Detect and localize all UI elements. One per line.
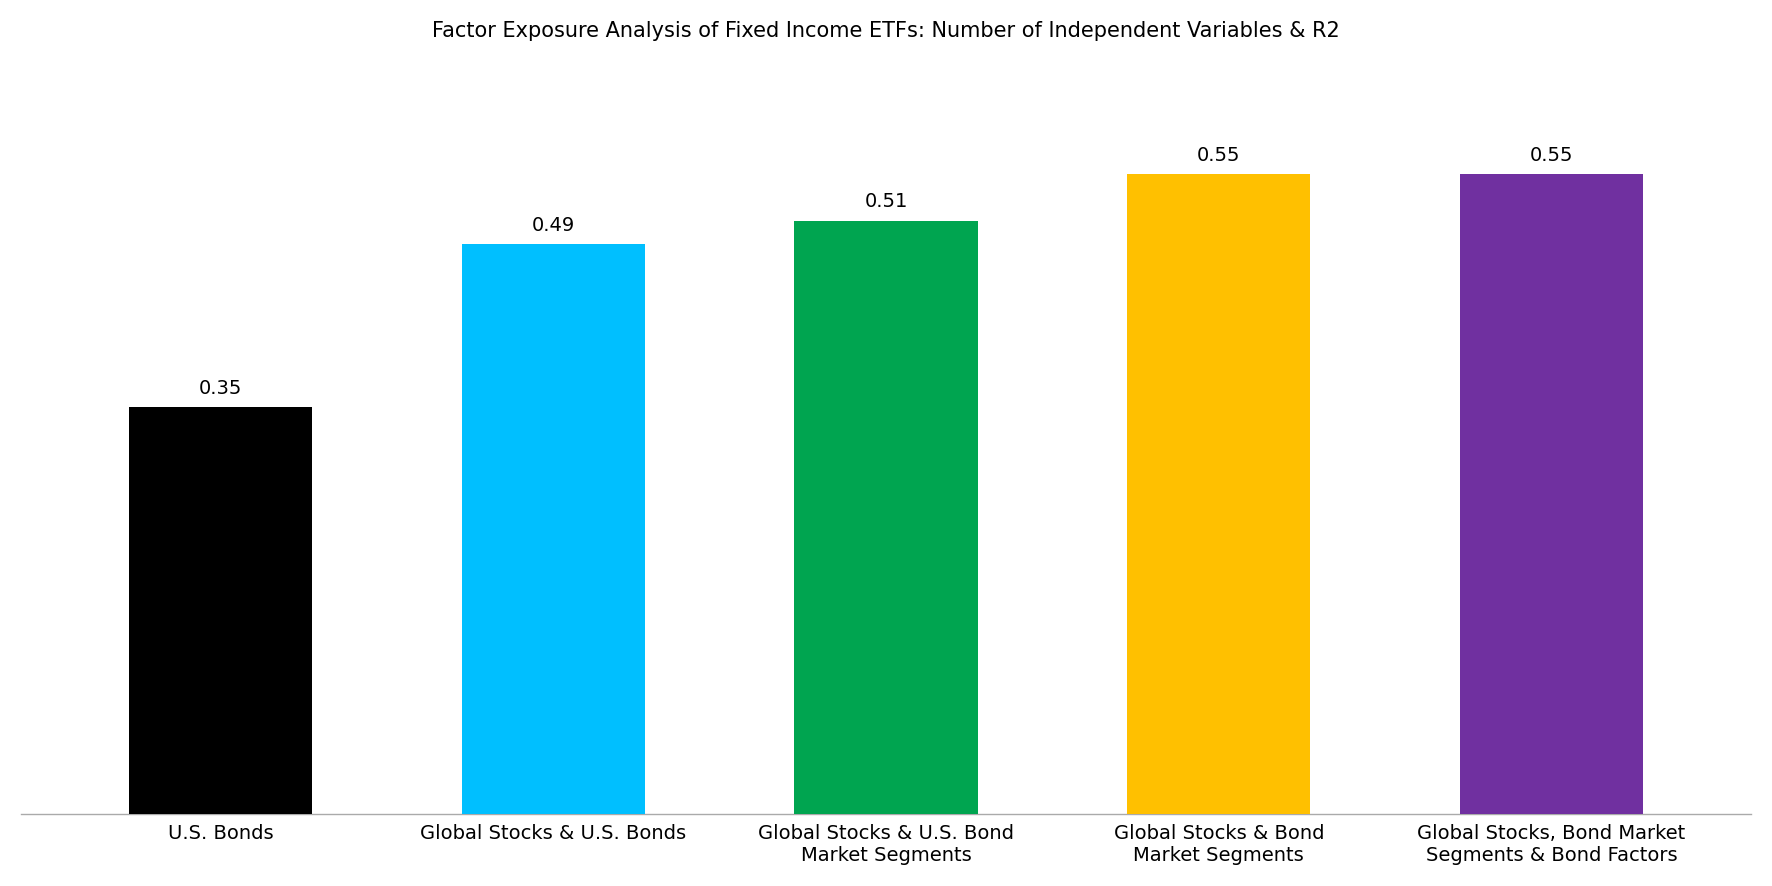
Text: 0.49: 0.49: [532, 215, 574, 235]
Text: 0.35: 0.35: [198, 378, 243, 398]
Text: 0.55: 0.55: [1529, 146, 1574, 165]
Text: 0.51: 0.51: [865, 192, 907, 212]
Bar: [1127, 174, 1310, 814]
Title: Factor Exposure Analysis of Fixed Income ETFs: Number of Independent Variables &: Factor Exposure Analysis of Fixed Income…: [432, 21, 1340, 41]
Bar: [462, 244, 645, 814]
Bar: [794, 221, 978, 814]
Bar: [129, 407, 312, 814]
Text: 0.55: 0.55: [1198, 146, 1240, 165]
Bar: [1460, 174, 1643, 814]
